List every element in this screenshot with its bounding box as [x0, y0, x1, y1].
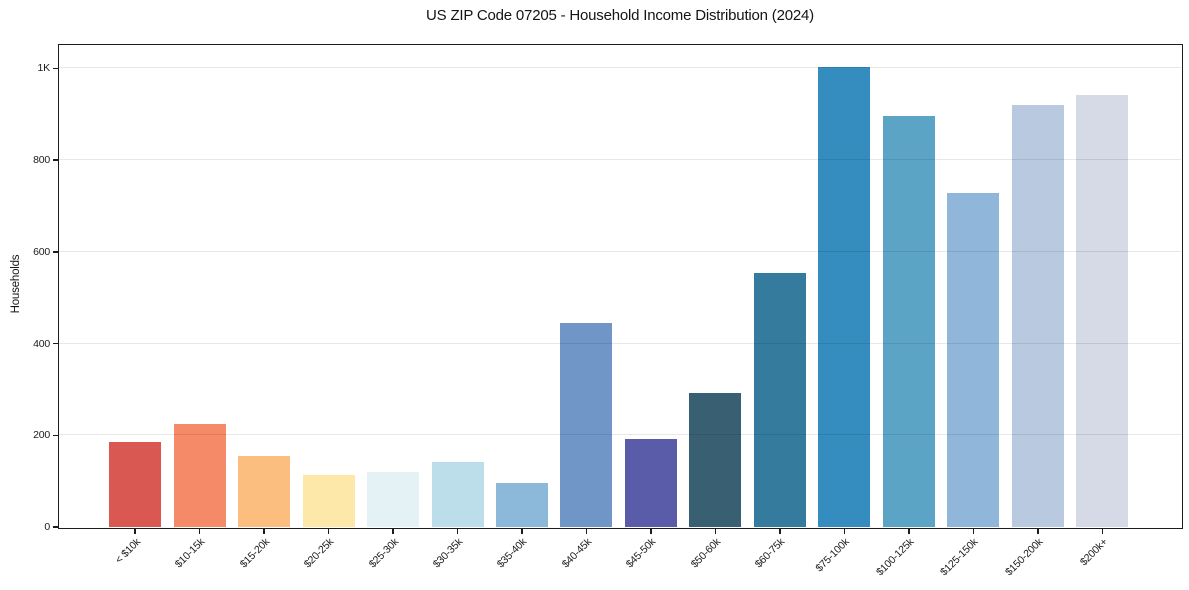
bar-$50-60k — [689, 392, 742, 527]
x-tick-label-text: $60-75k — [753, 536, 788, 571]
y-tick-label: 600 — [33, 245, 50, 258]
x-tick-mark — [1037, 528, 1039, 534]
x-tick-label-text: < $10k — [112, 536, 143, 567]
y-tick-mark — [53, 526, 58, 528]
x-tick-mark — [779, 528, 781, 534]
bar-$150-200k — [1011, 105, 1064, 527]
bar-$125-150k — [947, 193, 1000, 527]
bar-$15-20k — [238, 455, 291, 527]
x-tick-label-text: $30-35k — [430, 536, 466, 571]
bar-$35-40k — [496, 483, 549, 527]
y-tick-label: 1K — [37, 62, 51, 75]
x-tick-mark — [1101, 528, 1103, 534]
x-tick-mark — [714, 528, 717, 534]
x-tick-mark — [650, 528, 652, 534]
x-tick-label-text: $10-15k — [172, 536, 208, 571]
x-tick-label-text: $35-40k — [495, 536, 530, 571]
bar-< $10k — [109, 441, 162, 527]
y-tick-label: 800 — [33, 154, 50, 167]
x-tick-label-text: $15-20k — [237, 536, 272, 571]
x-tick-mark — [843, 528, 846, 534]
bar-$100-125k — [882, 115, 935, 527]
x-tick-label-text: $50-60k — [688, 536, 723, 571]
x-tick-mark — [327, 528, 330, 534]
x-tick-label-text: $150-200k — [1002, 536, 1046, 579]
bar-$20-25k — [302, 475, 355, 527]
x-tick-mark — [134, 528, 136, 534]
x-tick-label-text: $100-125k — [874, 536, 917, 579]
y-tick-mark — [53, 342, 58, 345]
y-axis-title: Households — [10, 254, 22, 314]
y-tick-label: 400 — [33, 337, 50, 350]
chart-title: US ZIP Code 07205 - Household Income Dis… — [426, 7, 814, 24]
bar-$60-75k — [753, 273, 806, 527]
y-tick-mark — [53, 67, 58, 70]
bar-$75-100k — [818, 67, 871, 527]
gridline-1K — [59, 67, 1181, 69]
bar-$200k+ — [1076, 94, 1129, 527]
x-tick-label-text: $200k+ — [1077, 536, 1110, 569]
y-tick-label: 0 — [44, 521, 50, 533]
x-tick-mark — [908, 528, 910, 534]
x-tick-mark — [263, 528, 265, 534]
x-tick-label-text: $125-150k — [938, 536, 981, 579]
x-tick-mark — [521, 528, 523, 534]
x-tick-label-text: $40-45k — [559, 536, 594, 571]
y-tick-label: 200 — [33, 429, 50, 442]
x-tick-mark — [198, 528, 201, 534]
bar-$30-35k — [431, 461, 484, 527]
plot-area — [59, 45, 1181, 527]
y-tick-mark — [53, 159, 58, 161]
bar-$45-50k — [624, 438, 677, 527]
bar-$25-30k — [367, 472, 420, 527]
x-tick-label-text: $20-25k — [301, 536, 337, 571]
y-tick-mark — [53, 251, 58, 253]
y-tick-mark — [53, 434, 58, 437]
x-tick-mark — [456, 528, 459, 534]
bar-$10-15k — [173, 424, 226, 527]
bar-$40-45k — [560, 322, 613, 527]
x-tick-mark — [585, 528, 588, 534]
x-tick-mark — [392, 528, 394, 534]
x-tick-mark — [972, 528, 975, 534]
x-tick-label-text: $75-100k — [813, 536, 852, 575]
x-tick-label-text: $45-50k — [624, 536, 659, 571]
x-tick-label-text: $25-30k — [366, 536, 401, 571]
